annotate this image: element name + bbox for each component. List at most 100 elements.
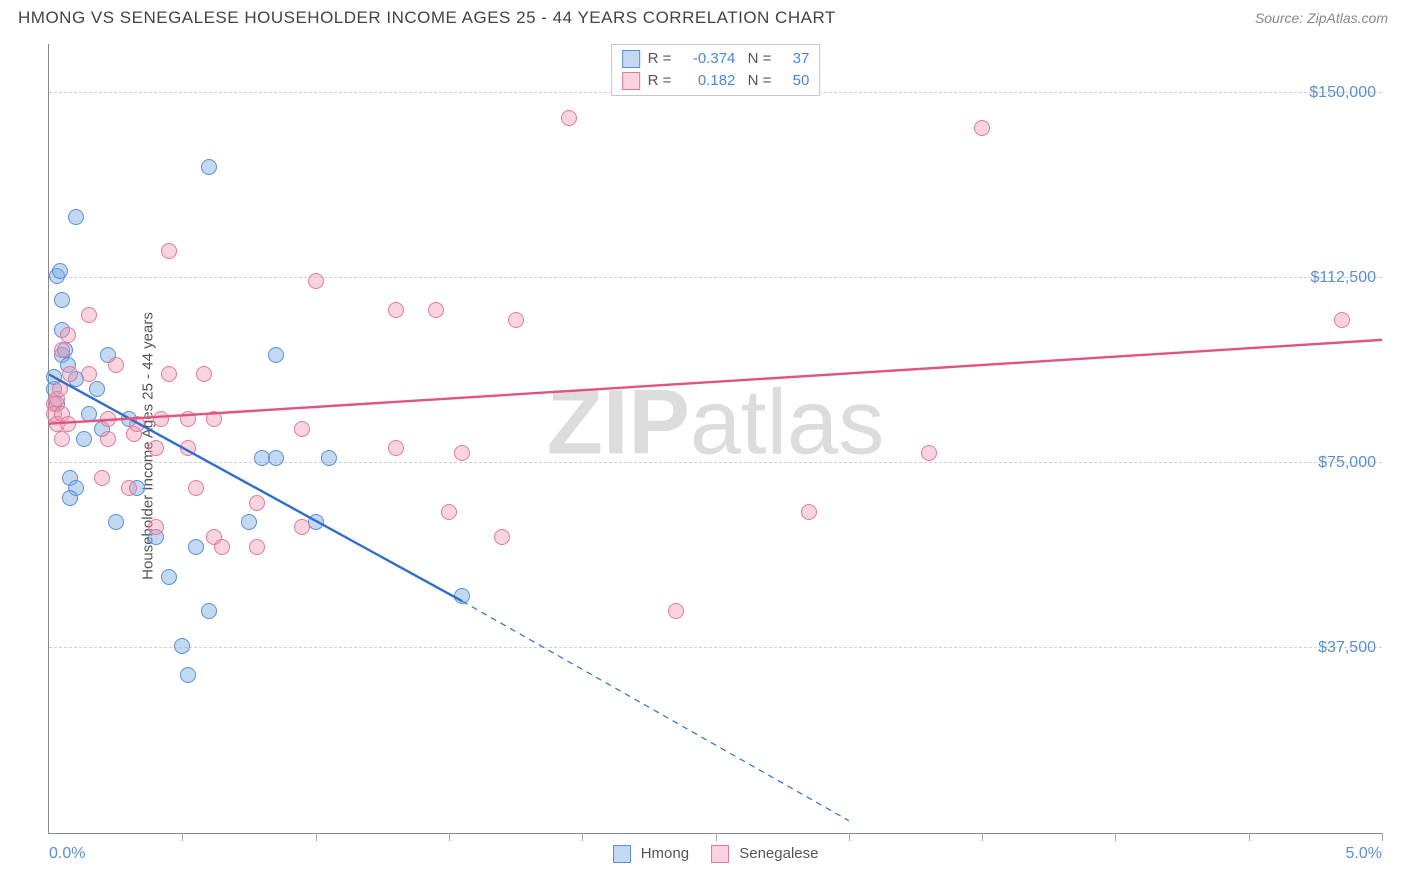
hmong-point (174, 638, 190, 654)
n-label: N = (743, 48, 771, 70)
senegalese-point (188, 480, 204, 496)
source-label: Source: (1255, 10, 1303, 26)
senegalese-point (214, 539, 230, 555)
x-axis-min-label: 0.0% (49, 845, 85, 863)
senegalese-point (249, 495, 265, 511)
x-tick (982, 833, 983, 841)
x-tick (449, 833, 450, 841)
senegalese-point (441, 504, 457, 520)
senegalese-point (81, 307, 97, 323)
chart-source: Source: ZipAtlas.com (1255, 10, 1388, 26)
senegalese-point (60, 416, 76, 432)
senegalese-point (180, 440, 196, 456)
hmong-point (68, 209, 84, 225)
senegalese-point (153, 411, 169, 427)
senegalese-point (62, 366, 78, 382)
hmong-point (108, 514, 124, 530)
hmong-trendline (49, 374, 462, 601)
hmong-swatch-icon (622, 50, 640, 68)
x-axis-max-label: 5.0% (1346, 845, 1382, 863)
senegalese-point (54, 431, 70, 447)
hmong-point (268, 450, 284, 466)
y-tick-label: $150,000 (1309, 84, 1376, 102)
hmong-label: Hmong (641, 845, 689, 862)
senegalese-point (196, 366, 212, 382)
senegalese-point (454, 445, 470, 461)
gridline-h (49, 462, 1382, 463)
x-tick (1382, 833, 1383, 841)
hmong-point (89, 381, 105, 397)
senegalese-point (494, 529, 510, 545)
gridline-h (49, 647, 1382, 648)
y-tick-label: $75,000 (1318, 454, 1376, 472)
r-label: R = (648, 48, 672, 70)
x-tick (849, 833, 850, 841)
senegalese-point (100, 431, 116, 447)
hmong-point (62, 490, 78, 506)
senegalese-point (161, 366, 177, 382)
x-tick (1249, 833, 1250, 841)
senegalese-point (129, 416, 145, 432)
correlation-legend: R = -0.374 N = 37 R = 0.182 N = 50 (611, 44, 821, 96)
hmong-point (201, 603, 217, 619)
senegalese-point (148, 440, 164, 456)
hmong-trendline-extrapolated (462, 601, 849, 820)
legend-row-hmong: R = -0.374 N = 37 (622, 48, 810, 70)
senegalese-point (100, 411, 116, 427)
senegalese-point (561, 110, 577, 126)
senegalese-point (388, 440, 404, 456)
x-tick (716, 833, 717, 841)
hmong-point (76, 431, 92, 447)
senegalese-point (428, 302, 444, 318)
hmong-n-value: 37 (779, 48, 809, 70)
x-tick (316, 833, 317, 841)
senegalese-point (161, 243, 177, 259)
y-tick-label: $37,500 (1318, 639, 1376, 657)
legend-item-hmong: Hmong (613, 845, 690, 863)
senegalese-point (294, 519, 310, 535)
senegalese-n-value: 50 (779, 70, 809, 92)
senegalese-point (249, 539, 265, 555)
x-tick (182, 833, 183, 841)
senegalese-point (121, 480, 137, 496)
watermark-prefix: ZIP (547, 371, 690, 473)
hmong-point (241, 514, 257, 530)
hmong-point (161, 569, 177, 585)
hmong-point (188, 539, 204, 555)
senegalese-swatch-icon (711, 845, 729, 863)
gridline-h (49, 277, 1382, 278)
senegalese-point (206, 411, 222, 427)
senegalese-point (974, 120, 990, 136)
trend-lines-layer (49, 44, 1382, 833)
senegalese-r-value: 0.182 (679, 70, 735, 92)
hmong-point (201, 159, 217, 175)
watermark-suffix: atlas (690, 371, 884, 473)
n-label: N = (743, 70, 771, 92)
hmong-point (52, 263, 68, 279)
hmong-swatch-icon (613, 845, 631, 863)
senegalese-point (54, 342, 70, 358)
senegalese-point (94, 470, 110, 486)
senegalese-point (180, 411, 196, 427)
series-legend: Hmong Senegalese (613, 845, 819, 863)
hmong-point (321, 450, 337, 466)
hmong-r-value: -0.374 (679, 48, 735, 70)
senegalese-swatch-icon (622, 72, 640, 90)
hmong-point (180, 667, 196, 683)
hmong-point (54, 292, 70, 308)
chart-plot-area: ZIPatlas R = -0.374 N = 37 R = 0.182 N =… (48, 44, 1382, 834)
x-tick (582, 833, 583, 841)
senegalese-point (294, 421, 310, 437)
senegalese-point (508, 312, 524, 328)
senegalese-point (81, 366, 97, 382)
hmong-point (454, 588, 470, 604)
senegalese-point (388, 302, 404, 318)
y-tick-label: $112,500 (1310, 269, 1376, 287)
senegalese-point (921, 445, 937, 461)
legend-item-senegalese: Senegalese (711, 845, 818, 863)
senegalese-point (801, 504, 817, 520)
source-value: ZipAtlas.com (1307, 10, 1388, 26)
senegalese-label: Senegalese (739, 845, 818, 862)
senegalese-point (668, 603, 684, 619)
senegalese-point (148, 519, 164, 535)
